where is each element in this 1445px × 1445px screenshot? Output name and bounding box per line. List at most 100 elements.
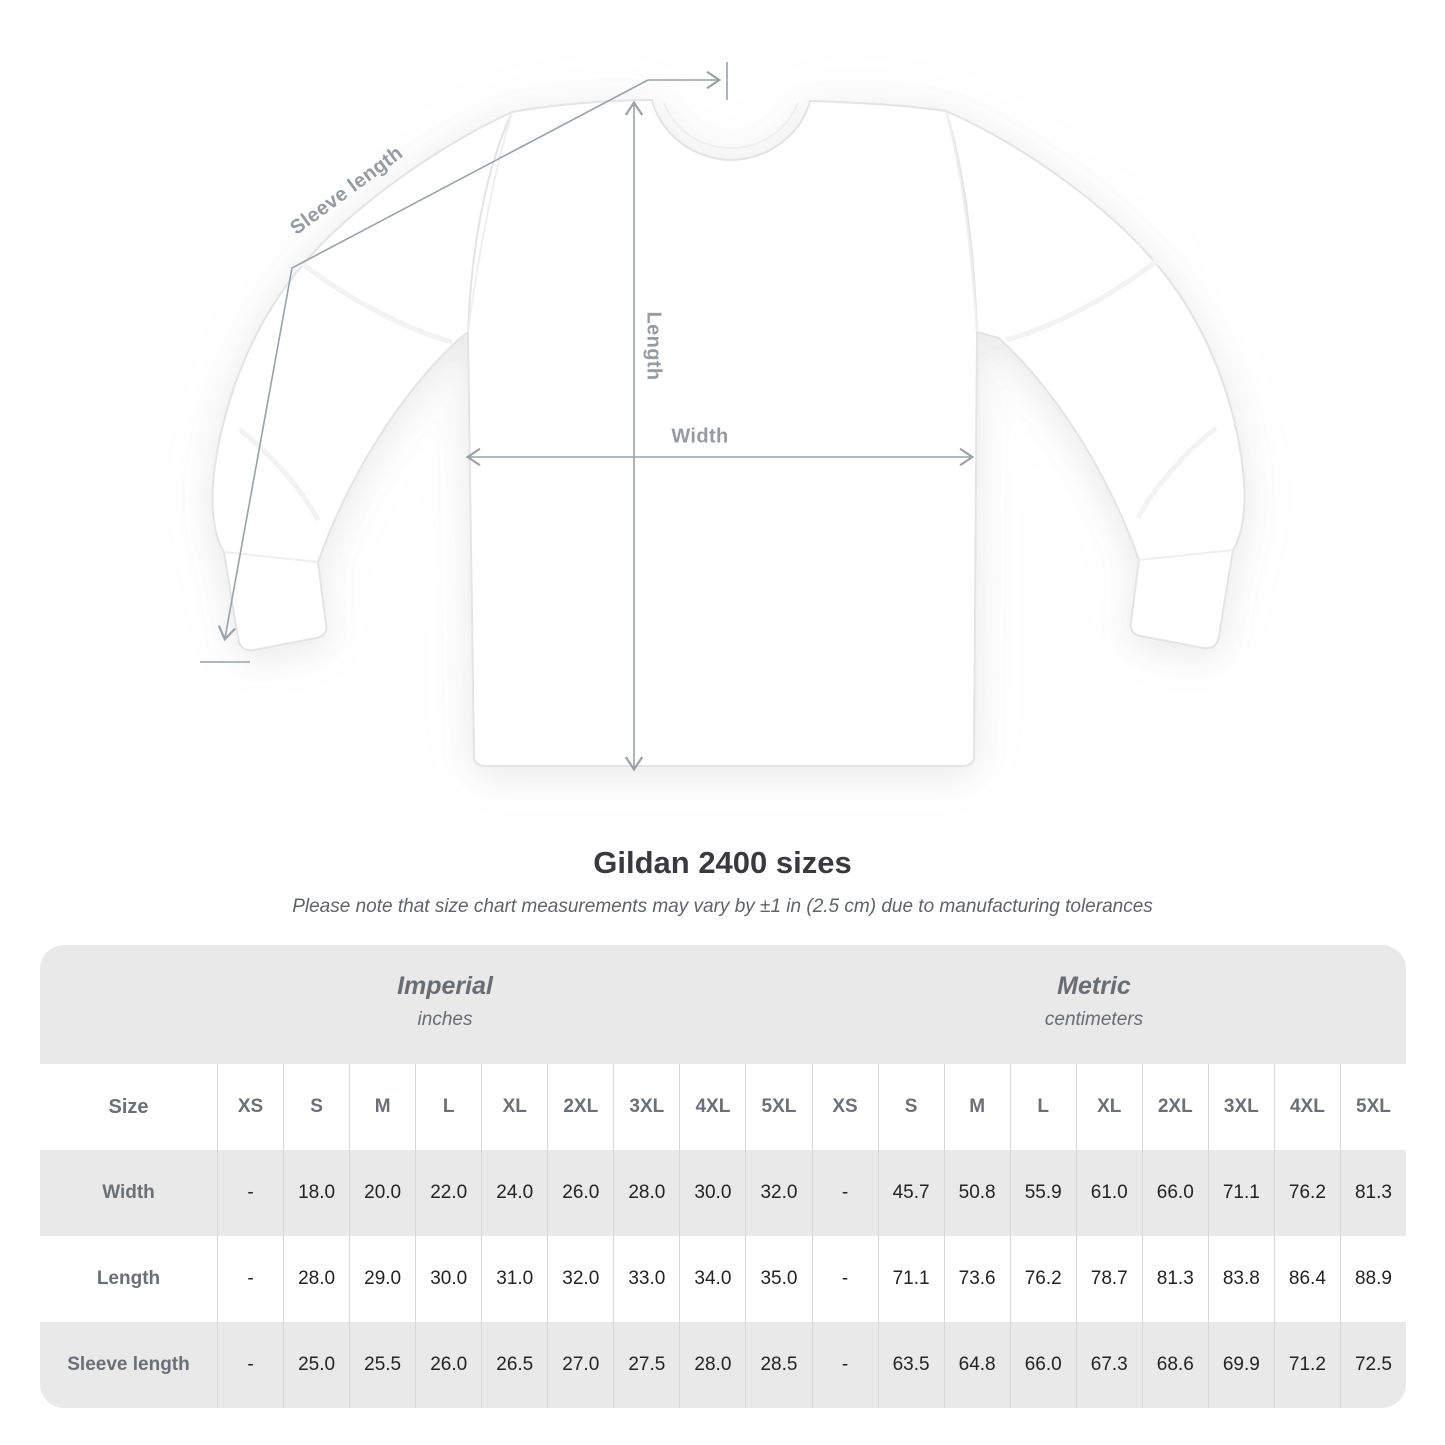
- measurement-lines: [200, 62, 975, 772]
- length-label: Length: [642, 311, 665, 381]
- collar-inner-seam: [663, 102, 799, 150]
- column-header-s-metric: S: [877, 1064, 944, 1150]
- column-header-m-metric: M: [943, 1064, 1010, 1150]
- sleeve-5xl-cm: 72.5: [1339, 1322, 1406, 1408]
- page-title: Gildan 2400 sizes: [593, 845, 852, 880]
- sleeve-4xl-cm: 71.2: [1273, 1322, 1340, 1408]
- column-header-xs-metric: XS: [811, 1064, 878, 1150]
- column-header-l-imperial: L: [415, 1064, 481, 1150]
- sleeve-3xl-in: 27.5: [613, 1322, 679, 1408]
- imperial-group-header: Imperial inches: [397, 969, 493, 1033]
- column-header-3xl-imperial: 3XL: [613, 1064, 679, 1150]
- width-5xl-in: 32.0: [745, 1150, 811, 1236]
- sleeve-xl-cm: 67.3: [1075, 1322, 1142, 1408]
- sleeve-5xl-in: 28.5: [745, 1322, 811, 1408]
- tolerance-note: Please note that size chart measurements…: [292, 896, 1153, 917]
- imperial-unit: inches: [417, 1009, 473, 1030]
- imperial-label: Imperial: [397, 972, 493, 1000]
- column-header-4xl-metric: 4XL: [1273, 1064, 1340, 1150]
- length-5xl-in: 35.0: [745, 1236, 811, 1322]
- row-label-sleeve-length: Sleeve length: [67, 1354, 190, 1375]
- shirt-measurement-diagram: [200, 62, 1246, 772]
- width-s-in: 18.0: [283, 1150, 349, 1236]
- column-header-s-imperial: S: [283, 1064, 349, 1150]
- length-xl-in: 31.0: [481, 1236, 547, 1322]
- width-4xl-in: 30.0: [679, 1150, 745, 1236]
- length-xs-in: -: [217, 1236, 283, 1322]
- metric-group-header: Metric centimeters: [1045, 969, 1143, 1033]
- table-row-sleeve-length: Sleeve length - 25.0 25.5 26.0 26.5 27.0…: [40, 1322, 1406, 1408]
- sleeve-4xl-in: 28.0: [679, 1322, 745, 1408]
- table-row-length: Length - 28.0 29.0 30.0 31.0 32.0 33.0 3…: [40, 1236, 1406, 1322]
- width-m-in: 20.0: [349, 1150, 415, 1236]
- width-3xl-cm: 71.1: [1207, 1150, 1274, 1236]
- table-header-row: Size XS S M L XL 2XL 3XL 4XL 5XL XS S M …: [40, 1064, 1406, 1150]
- sleeve-s-cm: 63.5: [877, 1322, 944, 1408]
- sleeve-xs-cm: -: [811, 1322, 878, 1408]
- column-header-5xl-imperial: 5XL: [745, 1064, 811, 1150]
- row-label-length: Length: [96, 1268, 161, 1289]
- width-3xl-in: 28.0: [613, 1150, 679, 1236]
- size-corner-header: Size: [108, 1095, 149, 1118]
- width-s-cm: 45.7: [877, 1150, 944, 1236]
- column-header-2xl-imperial: 2XL: [547, 1064, 613, 1150]
- left-armhole-seam: [467, 111, 513, 333]
- right-armhole-seam: [945, 110, 978, 333]
- column-header-5xl-metric: 5XL: [1339, 1064, 1406, 1150]
- sleeve-xl-in: 26.5: [481, 1322, 547, 1408]
- sleeve-l-cm: 66.0: [1009, 1322, 1076, 1408]
- sleeve-m-in: 25.5: [349, 1322, 415, 1408]
- right-cuff-seam: [1138, 549, 1234, 561]
- column-header-4xl-imperial: 4XL: [679, 1064, 745, 1150]
- column-header-m-imperial: M: [349, 1064, 415, 1150]
- length-m-cm: 73.6: [943, 1236, 1010, 1322]
- length-4xl-cm: 86.4: [1273, 1236, 1340, 1322]
- sleeve-xs-in: -: [217, 1322, 283, 1408]
- length-2xl-in: 32.0: [547, 1236, 613, 1322]
- metric-unit: centimeters: [1044, 1009, 1144, 1030]
- long-sleeve-shirt-illustration: [211, 98, 1246, 767]
- width-4xl-cm: 76.2: [1273, 1150, 1340, 1236]
- length-xs-cm: -: [811, 1236, 878, 1322]
- unit-group-band: Imperial inches Metric centimeters: [40, 945, 1406, 1064]
- sleeve-2xl-in: 27.0: [547, 1322, 613, 1408]
- sleeve-l-in: 26.0: [415, 1322, 481, 1408]
- right-elbow-crease: [1135, 426, 1218, 520]
- sleeve-s-in: 25.0: [283, 1322, 349, 1408]
- length-3xl-in: 33.0: [613, 1236, 679, 1322]
- length-5xl-cm: 88.9: [1339, 1236, 1406, 1322]
- width-2xl-in: 26.0: [547, 1150, 613, 1236]
- sleeve-3xl-cm: 69.9: [1207, 1322, 1274, 1408]
- length-l-cm: 76.2: [1009, 1236, 1076, 1322]
- column-header-2xl-metric: 2XL: [1141, 1064, 1208, 1150]
- width-l-in: 22.0: [415, 1150, 481, 1236]
- shirt-left-sleeve: [211, 109, 515, 652]
- sleeve-length-line: [217, 79, 649, 642]
- width-5xl-cm: 81.3: [1339, 1150, 1406, 1236]
- size-table: Imperial inches Metric centimeters Size …: [40, 945, 1406, 1408]
- width-2xl-cm: 66.0: [1141, 1150, 1208, 1236]
- width-label: Width: [671, 425, 729, 448]
- sleeve-m-cm: 64.8: [943, 1322, 1010, 1408]
- length-m-in: 29.0: [349, 1236, 415, 1322]
- length-s-cm: 71.1: [877, 1236, 944, 1322]
- shirt-right-sleeve: [944, 109, 1246, 650]
- width-xl-cm: 61.0: [1075, 1150, 1142, 1236]
- column-header-3xl-metric: 3XL: [1207, 1064, 1274, 1150]
- sleeve-2xl-cm: 68.6: [1141, 1322, 1208, 1408]
- column-header-xl-metric: XL: [1075, 1064, 1142, 1150]
- width-l-cm: 55.9: [1009, 1150, 1076, 1236]
- width-xl-in: 24.0: [481, 1150, 547, 1236]
- length-l-in: 30.0: [415, 1236, 481, 1322]
- left-elbow-crease: [238, 428, 321, 522]
- table-row-width: Width - 18.0 20.0 22.0 24.0 26.0 28.0 30…: [40, 1150, 1406, 1236]
- length-xl-cm: 78.7: [1075, 1236, 1142, 1322]
- metric-label: Metric: [1057, 972, 1131, 1000]
- length-4xl-in: 34.0: [679, 1236, 745, 1322]
- width-xs-cm: -: [811, 1150, 878, 1236]
- length-s-in: 28.0: [283, 1236, 349, 1322]
- length-3xl-cm: 83.8: [1207, 1236, 1274, 1322]
- left-sleeve-crease: [298, 260, 453, 345]
- row-label-width: Width: [102, 1182, 155, 1203]
